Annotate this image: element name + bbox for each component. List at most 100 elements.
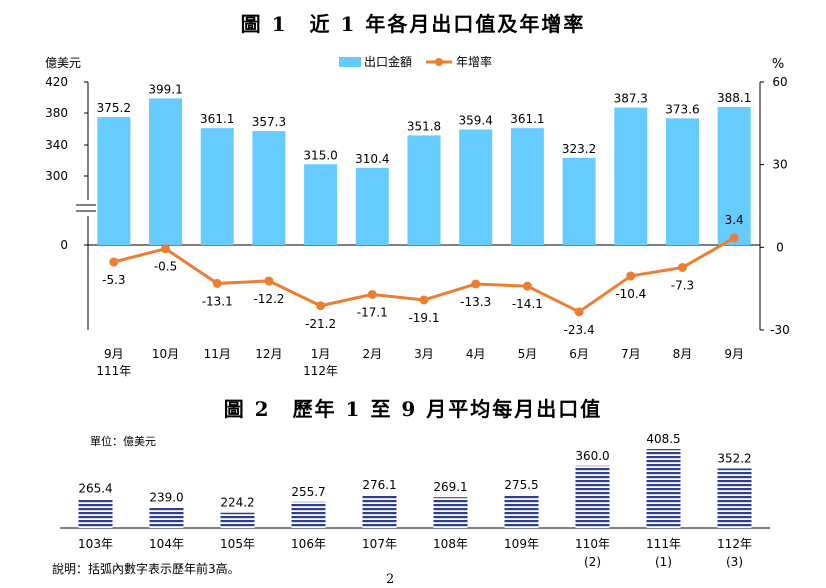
bar-value-label: 359.4 [459, 113, 493, 127]
growth-rate-label: 3.4 [725, 213, 744, 227]
bar [291, 501, 326, 528]
chart-2: 單位：億美元 265.4 239.0 224.2 255.7 276.1 269.1 275.… [60, 432, 770, 569]
bar [646, 449, 681, 528]
bar [220, 512, 255, 528]
left-tick-label: 380 [45, 106, 68, 120]
footnote: 說明：括弧內數字表示歷年前3高。 [52, 562, 240, 576]
growth-rate-point [574, 307, 584, 317]
bar-value-label: 275.5 [504, 478, 538, 492]
growth-rate-point [729, 233, 739, 243]
bar [149, 507, 184, 528]
x-tick-label: 111年 [646, 537, 681, 551]
x-tick-sublabel: 111年 [96, 364, 131, 378]
bar [149, 98, 183, 245]
bar-value-label: 323.2 [562, 142, 596, 156]
bar-value-label: 315.0 [303, 148, 337, 162]
bar [717, 106, 751, 245]
x-tick-label: 107年 [362, 537, 397, 551]
bar [304, 164, 338, 245]
growth-rate-point [419, 295, 429, 305]
x-tick-label: 110年 [575, 537, 610, 551]
bar [504, 494, 539, 528]
x-tick-label: 5月 [518, 347, 538, 361]
unit-label: 單位：億美元 [90, 434, 156, 448]
x-tick-label: 108年 [433, 537, 468, 551]
right-tick-label: 60 [772, 75, 787, 89]
left-tick-label: 0 [60, 238, 68, 252]
bar-value-label: 408.5 [646, 432, 680, 446]
growth-rate-label: -13.1 [202, 294, 233, 308]
bar [614, 107, 648, 246]
bar [433, 497, 468, 528]
x-tick-label: 12月 [255, 347, 282, 361]
bar [562, 157, 596, 245]
x-tick-label: 109年 [504, 537, 539, 551]
x-tick-sublabel: (3) [726, 555, 743, 569]
bar [252, 131, 286, 245]
x-tick-label: 104年 [149, 537, 184, 551]
growth-rate-point [471, 279, 481, 289]
bar-value-label: 388.1 [717, 91, 751, 105]
figure-2-title: 圖 2 歷年 1 至 9 月平均每月出口值 [223, 397, 603, 421]
bar [200, 128, 234, 245]
figure-1-title: 圖 1 近 1 年各月出口值及年增率 [240, 12, 586, 36]
x-tick-label: 105年 [220, 537, 255, 551]
growth-rate-label: -23.4 [564, 323, 595, 337]
left-tick-label: 420 [45, 75, 68, 89]
x-tick-label: 11月 [204, 347, 231, 361]
growth-rate-point [316, 301, 326, 311]
x-tick-label: 4月 [466, 347, 486, 361]
bar-value-label: 255.7 [291, 485, 325, 499]
bar-value-label: 269.1 [433, 480, 467, 494]
bar-value-label: 239.0 [149, 491, 183, 505]
bar [717, 468, 752, 528]
growth-rate-label: -5.3 [102, 273, 125, 287]
bar [97, 117, 131, 245]
growth-rate-label: -13.3 [460, 295, 491, 309]
x-tick-label: 9月 [104, 347, 124, 361]
x-tick-sublabel: 112年 [303, 364, 338, 378]
growth-rate-label: -21.2 [305, 317, 336, 331]
bar-value-label: 224.2 [220, 496, 254, 510]
growth-rate-point [109, 257, 119, 267]
growth-rate-point [212, 278, 222, 288]
bar-value-label: 352.2 [717, 451, 751, 465]
x-tick-label: 6月 [569, 347, 589, 361]
bar [665, 118, 699, 245]
bar-value-label: 361.1 [200, 112, 234, 126]
bar-value-label: 265.4 [78, 481, 112, 495]
x-tick-label: 7月 [621, 347, 641, 361]
growth-rate-label: -10.4 [615, 287, 646, 301]
x-tick-label: 8月 [673, 347, 693, 361]
growth-rate-point [367, 289, 377, 299]
x-tick-label: 103年 [78, 537, 113, 551]
growth-rate-label: -7.3 [671, 278, 694, 292]
legend-marker-line [435, 58, 443, 66]
bar-value-label: 276.1 [362, 478, 396, 492]
right-tick-label: -30 [770, 323, 790, 337]
x-tick-sublabel: (1) [655, 555, 672, 569]
growth-rate-point [626, 271, 636, 281]
bar-value-label: 361.1 [510, 112, 544, 126]
bar-value-label: 375.2 [97, 101, 131, 115]
growth-rate-label: -0.5 [154, 260, 177, 274]
legend-label-line: 年增率 [456, 54, 492, 69]
right-tick-label: 30 [772, 158, 787, 172]
bar [575, 465, 610, 528]
bar-value-label: 357.3 [252, 115, 286, 129]
growth-rate-label: -17.1 [357, 305, 388, 319]
x-tick-sublabel: (2) [584, 555, 601, 569]
bar-value-label: 351.8 [407, 119, 441, 133]
bar [510, 128, 544, 245]
growth-rate-label: -14.1 [512, 297, 543, 311]
legend-swatch-bar [339, 57, 361, 67]
x-tick-label: 9月 [724, 347, 744, 361]
right-tick-label: 0 [776, 240, 784, 254]
bar [362, 494, 397, 528]
bar-value-label: 387.3 [614, 92, 648, 106]
growth-rate-point [264, 276, 274, 286]
left-tick-label: 300 [45, 169, 68, 183]
bar-value-label: 360.0 [575, 449, 609, 463]
x-tick-label: 10月 [152, 347, 179, 361]
